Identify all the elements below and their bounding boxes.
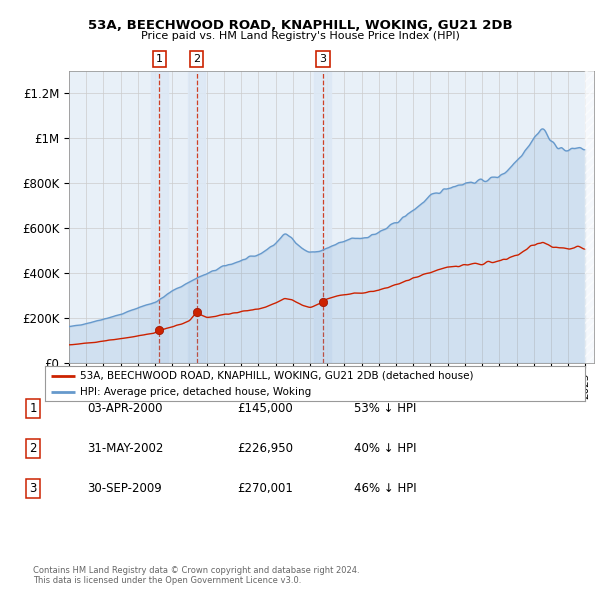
Text: 30-SEP-2009: 30-SEP-2009 (87, 482, 162, 495)
Text: £226,950: £226,950 (237, 442, 293, 455)
Text: £270,001: £270,001 (237, 482, 293, 495)
Text: 1: 1 (29, 402, 37, 415)
Text: 03-APR-2000: 03-APR-2000 (87, 402, 163, 415)
Text: 53A, BEECHWOOD ROAD, KNAPHILL, WOKING, GU21 2DB (detached house): 53A, BEECHWOOD ROAD, KNAPHILL, WOKING, G… (80, 371, 473, 381)
Text: 53A, BEECHWOOD ROAD, KNAPHILL, WOKING, GU21 2DB: 53A, BEECHWOOD ROAD, KNAPHILL, WOKING, G… (88, 19, 512, 32)
Bar (188, 71, 205, 363)
Bar (151, 71, 168, 363)
Text: HPI: Average price, detached house, Woking: HPI: Average price, detached house, Woki… (80, 388, 311, 397)
Text: 1: 1 (156, 54, 163, 64)
Text: 46% ↓ HPI: 46% ↓ HPI (354, 482, 416, 495)
Text: 3: 3 (319, 54, 326, 64)
Bar (314, 71, 331, 363)
Text: 31-MAY-2002: 31-MAY-2002 (87, 442, 163, 455)
Text: £145,000: £145,000 (237, 402, 293, 415)
Text: 2: 2 (193, 54, 200, 64)
Bar (586, 71, 596, 363)
Text: 2: 2 (29, 442, 37, 455)
Text: Contains HM Land Registry data © Crown copyright and database right 2024.
This d: Contains HM Land Registry data © Crown c… (33, 566, 359, 585)
Text: 3: 3 (29, 482, 37, 495)
Text: Price paid vs. HM Land Registry's House Price Index (HPI): Price paid vs. HM Land Registry's House … (140, 31, 460, 41)
Text: 40% ↓ HPI: 40% ↓ HPI (354, 442, 416, 455)
Text: 53% ↓ HPI: 53% ↓ HPI (354, 402, 416, 415)
